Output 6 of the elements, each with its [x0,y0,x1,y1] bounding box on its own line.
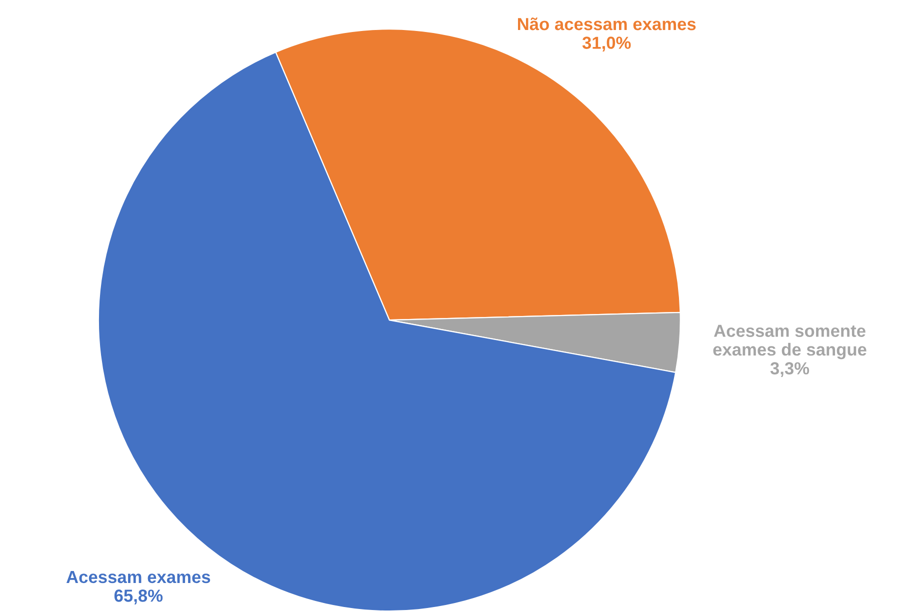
data-label: 65,8% [114,590,163,604]
data-label: 31,0% [582,36,631,52]
slice-label: Acessam somente exames de sangue [713,324,866,360]
slice-label: Acessam exames [66,571,210,584]
data-label: 3,3% [770,362,810,377]
slice-label: Não acessam exames [518,18,696,30]
